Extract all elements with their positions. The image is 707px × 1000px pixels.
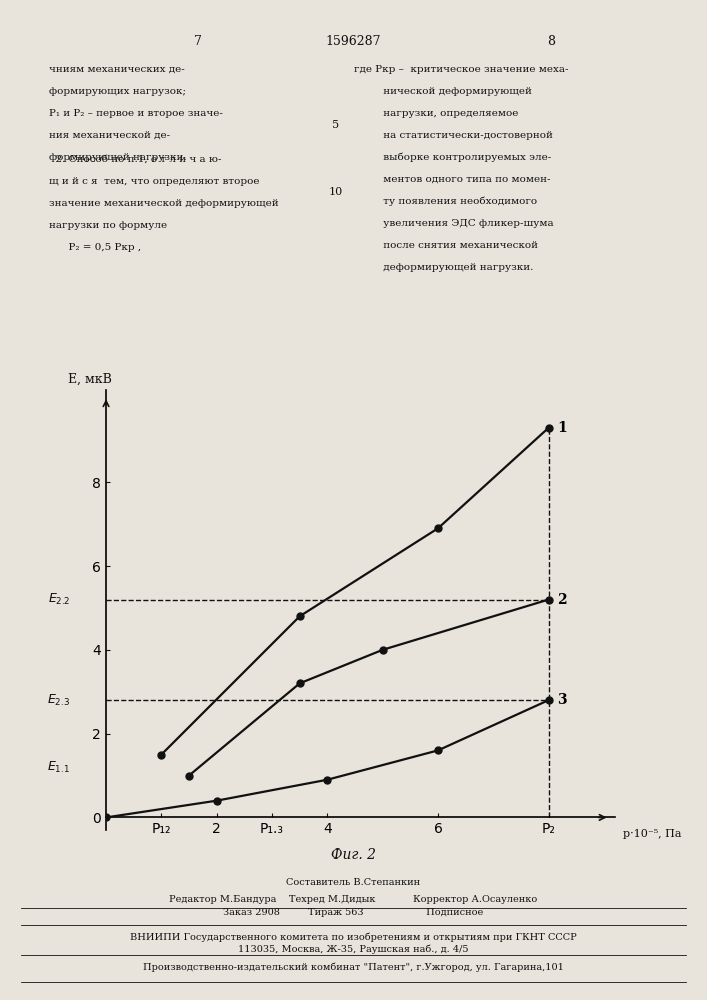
Text: 1596287: 1596287 <box>326 35 381 48</box>
Text: 3: 3 <box>557 693 566 707</box>
Text: значение механической деформирующей: значение механической деформирующей <box>49 199 279 208</box>
Text: щ и й с я  тем, что определяют второе: щ и й с я тем, что определяют второе <box>49 177 260 186</box>
Text: $E_{2.3}$: $E_{2.3}$ <box>47 693 70 708</box>
Text: ВНИИПИ Государственного комитета по изобретениям и открытиям при ГКНТ СССР: ВНИИПИ Государственного комитета по изоб… <box>130 932 577 942</box>
Text: нагрузки по формуле: нагрузки по формуле <box>49 221 168 230</box>
Text: на статистически-достоверной: на статистически-достоверной <box>354 131 552 140</box>
Text: 1: 1 <box>557 421 567 435</box>
Text: 8: 8 <box>547 35 556 48</box>
Text: Заказ 2908         Тираж 563                    Подписное: Заказ 2908 Тираж 563 Подписное <box>223 908 484 917</box>
Text: ментов одного типа по момен-: ментов одного типа по момен- <box>354 175 550 184</box>
Text: P₂ = 0,5 Pкр ,: P₂ = 0,5 Pкр , <box>49 243 141 252</box>
Text: увеличения ЭДС фликер-шума: увеличения ЭДС фликер-шума <box>354 219 553 228</box>
Text: $E_{1.1}$: $E_{1.1}$ <box>47 760 70 775</box>
Text: 2: 2 <box>557 593 566 607</box>
Text: р·10⁻⁵, Па: р·10⁻⁵, Па <box>624 829 682 839</box>
Text: формирующих нагрузок;: формирующих нагрузок; <box>49 87 187 96</box>
Text: деформирующей нагрузки.: деформирующей нагрузки. <box>354 263 533 272</box>
Text: формирующей нагрузки.: формирующей нагрузки. <box>49 153 187 162</box>
Text: 7: 7 <box>194 35 202 48</box>
Text: 2. Способ по п.1, о т л и ч а ю-: 2. Способ по п.1, о т л и ч а ю- <box>49 155 222 164</box>
Text: после снятия механической: после снятия механической <box>354 241 537 250</box>
Text: Составитель В.Степанкин: Составитель В.Степанкин <box>286 878 421 887</box>
Text: $E_{2.2}$: $E_{2.2}$ <box>47 592 70 607</box>
Text: выборке контролируемых эле-: выборке контролируемых эле- <box>354 153 551 162</box>
Text: нагрузки, определяемое: нагрузки, определяемое <box>354 109 518 118</box>
Text: Редактор М.Бандура    Техред М.Дидык            Корректор А.Осауленко: Редактор М.Бандура Техред М.Дидык Коррек… <box>170 895 537 904</box>
Text: 5: 5 <box>332 120 339 130</box>
Text: ту появления необходимого: ту появления необходимого <box>354 197 537 207</box>
Text: E, мкВ: E, мкВ <box>67 373 112 386</box>
Text: чниям механических де-: чниям механических де- <box>49 65 185 74</box>
Text: Производственно-издательский комбинат "Патент", г.Ужгород, ул. Гагарина,101: Производственно-издательский комбинат "П… <box>143 962 564 972</box>
Text: 113035, Москва, Ж-35, Раушская наб., д. 4/5: 113035, Москва, Ж-35, Раушская наб., д. … <box>238 944 469 954</box>
Text: P₁ и P₂ – первое и второе значе-: P₁ и P₂ – первое и второе значе- <box>49 109 223 118</box>
Text: нической деформирующей: нической деформирующей <box>354 87 532 96</box>
Text: где Pкр –  критическое значение меха-: где Pкр – критическое значение меха- <box>354 65 568 74</box>
Text: 10: 10 <box>329 187 343 197</box>
Text: Фиг. 2: Фиг. 2 <box>331 848 376 862</box>
Text: ния механической де-: ния механической де- <box>49 131 170 140</box>
